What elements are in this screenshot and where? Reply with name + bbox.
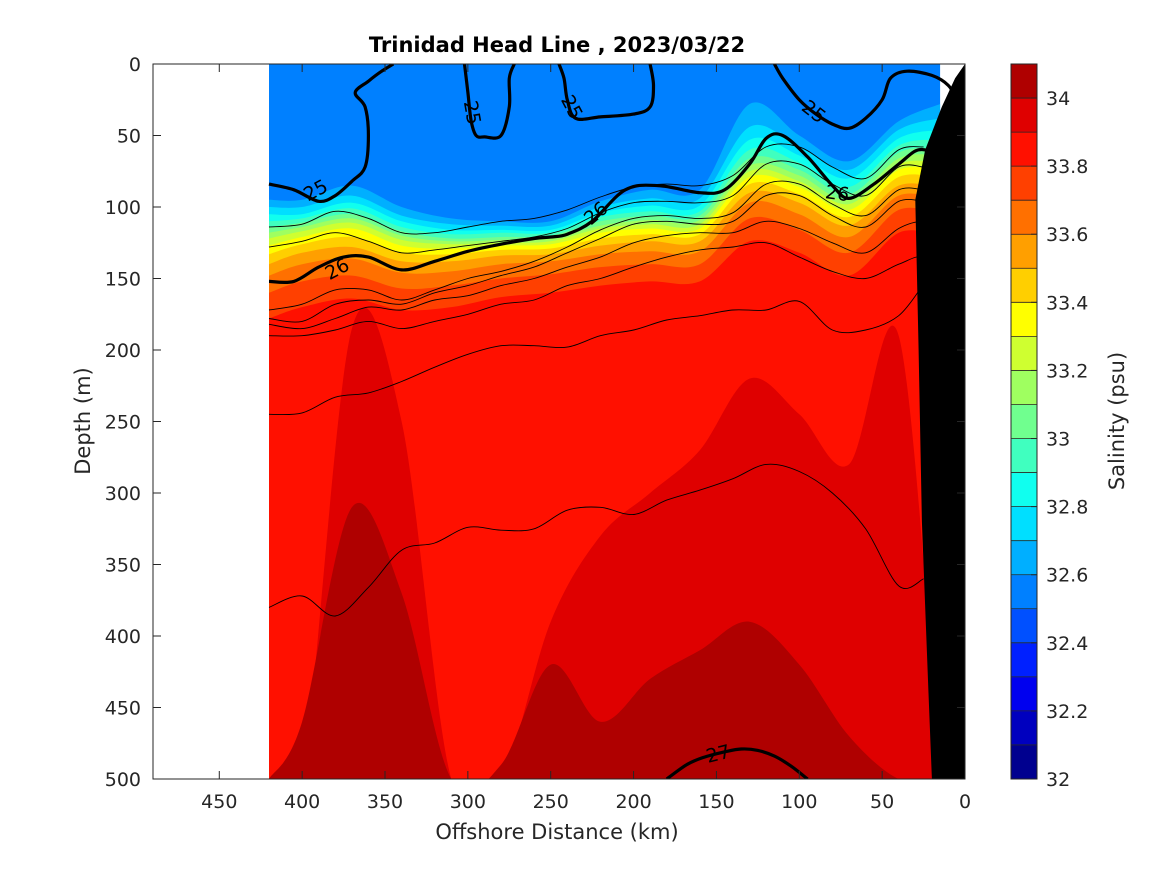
x-tick-label: 350 [367, 791, 403, 813]
colorbar-swatch [1011, 540, 1037, 576]
colorbar-swatch [1011, 370, 1037, 405]
colorbar-swatch [1011, 438, 1037, 474]
thin-density-contour-6 [268, 283, 924, 416]
density-contour-27-5 [665, 747, 809, 779]
salinity-band-15 [269, 503, 941, 779]
density-contour-25-3 [773, 64, 959, 131]
x-tick-label: 250 [533, 791, 569, 813]
colorbar-swatch [1011, 336, 1037, 371]
colorbar-swatch [1011, 710, 1037, 746]
colorbar-tick-label: 32.4 [1046, 633, 1088, 655]
thin-density-contour-3 [268, 192, 924, 323]
x-tick-label: 300 [450, 791, 486, 813]
x-tick-label: 200 [615, 791, 651, 813]
colorbar-swatch [1011, 506, 1037, 542]
density-contour-25-2 [557, 64, 656, 122]
thin-density-contour-7 [268, 463, 924, 617]
x-tick-label: 0 [959, 791, 971, 813]
y-tick-label: 500 [105, 769, 141, 791]
contour-label-25: 25 [459, 99, 485, 127]
colorbar-swatch [1011, 642, 1037, 678]
chart-title: Trinidad Head Line , 2023/03/22 [369, 33, 745, 57]
y-tick-label: 150 [105, 269, 141, 291]
colorbar-swatch [1011, 404, 1037, 440]
salinity-filled-contours [269, 64, 941, 779]
seafloor-bathymetry [915, 64, 965, 779]
thin-density-contour-2 [268, 180, 924, 311]
colorbar-swatch [1011, 132, 1037, 167]
colorbar-tick-label: 33.4 [1046, 292, 1088, 314]
x-tick-label: 100 [781, 791, 817, 813]
colorbar-tick-label: 33.2 [1046, 360, 1088, 382]
density-contour-25-0 [268, 64, 395, 204]
colorbar-swatch [1011, 472, 1037, 508]
contour-label-26: 26 [824, 181, 851, 206]
colorbar-swatch [1011, 268, 1037, 303]
thin-density-contour-5 [268, 241, 941, 337]
colorbar-swatch [1011, 608, 1037, 644]
colorbar-tick-label: 32.8 [1046, 497, 1088, 519]
colorbar-swatch [1011, 234, 1037, 269]
seafloor-mask [915, 64, 965, 779]
colorbar-frame [1010, 63, 1038, 780]
colorbar-tick-label: 32 [1046, 769, 1070, 791]
x-tick-label: 400 [284, 791, 320, 813]
y-tick-label: 50 [117, 126, 141, 148]
y-tick-label: 450 [105, 698, 141, 720]
colorbar-swatch [1011, 302, 1037, 337]
y-tick-label: 0 [129, 54, 141, 76]
y-tick-label: 200 [105, 340, 141, 362]
contour-label-group: 25 [459, 99, 485, 127]
y-tick-label: 250 [105, 412, 141, 434]
density-bold-contours [268, 64, 959, 779]
colorbar: 32 32.2 32.4 32.6 32.8 33 33.2 33.4 33.6 33.8 34 S… [1010, 63, 1129, 791]
plot-area [153, 64, 965, 779]
y-tick-label: 100 [105, 197, 141, 219]
x-tick-label: 450 [201, 791, 237, 813]
colorbar-swatch [1011, 98, 1037, 133]
thin-density-contour-0 [268, 143, 924, 235]
colorbar-label: Salinity (psu) [1105, 352, 1129, 490]
contour-label-group: 26 [824, 181, 851, 206]
colorbar-swatch [1011, 200, 1037, 235]
x-tick-label: 50 [870, 791, 894, 813]
colorbar-swatch [1011, 166, 1037, 201]
colorbar-tick-label: 32.2 [1046, 701, 1088, 723]
colorbar-tick-label: 34 [1046, 88, 1070, 110]
colorbar-tick-label: 33 [1046, 429, 1070, 451]
density-contour-25-1 [462, 64, 516, 140]
colorbar-tick-label: 33.6 [1046, 224, 1088, 246]
y-tick-label: 300 [105, 483, 141, 505]
y-tick-label: 350 [105, 555, 141, 577]
x-axis-ticks: 450 400 350 300 250 200 150 100 50 0 [201, 64, 971, 813]
colorbar-ticks: 32 32.2 32.4 32.6 32.8 33 33.2 33.4 33.6 33.8 34 [1031, 88, 1088, 791]
x-axis-label: Offshore Distance (km) [435, 820, 678, 844]
density-contour-26-4 [268, 132, 947, 285]
y-axis-label: Depth (m) [71, 367, 95, 474]
thin-density-contour-4 [268, 220, 941, 330]
x-tick-label: 150 [698, 791, 734, 813]
colorbar-swatch [1011, 676, 1037, 712]
y-axis-ticks: 0 50 100 150 200 250 300 350 400 450 500 [105, 54, 965, 791]
colorbar-swatches [1011, 64, 1037, 780]
colorbar-swatch [1011, 64, 1037, 99]
colorbar-tick-label: 32.6 [1046, 565, 1088, 587]
y-tick-label: 400 [105, 626, 141, 648]
colorbar-swatch [1011, 574, 1037, 610]
colorbar-swatch [1011, 744, 1037, 780]
colorbar-tick-label: 33.8 [1046, 156, 1088, 178]
